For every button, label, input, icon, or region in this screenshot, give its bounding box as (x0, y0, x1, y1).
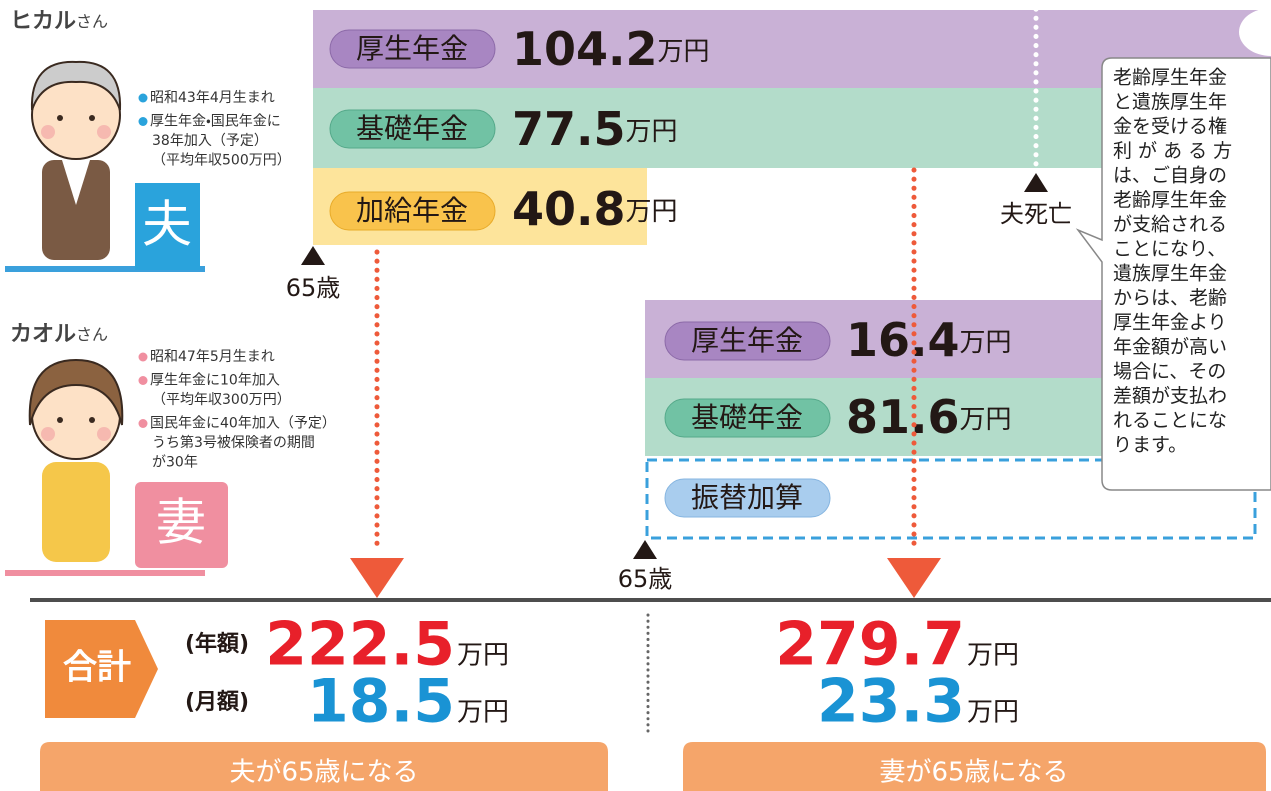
page: {"husband": {"name": "ヒカル", "honorific":… (0, 0, 1271, 791)
marker-label: 65歳 (286, 274, 341, 302)
footer-label: 夫が65歳になる (229, 758, 418, 788)
callout-line: が支給される (1113, 214, 1227, 236)
note-line: 昭和47年5月生まれ (150, 349, 275, 365)
person-name: カオルさん (10, 322, 108, 347)
monthly-label: (月額) (185, 690, 249, 715)
unit: 万円 (967, 641, 1019, 671)
honorific: さん (76, 12, 108, 31)
bullet (139, 376, 148, 385)
note-line: （平均年収300万円） (152, 392, 291, 408)
note-line: が30年 (152, 455, 198, 471)
pill-label: 振替加算 (691, 481, 803, 514)
badge-label: 妻 (156, 494, 206, 552)
value: 40.8 (512, 182, 626, 236)
unit: 万円 (457, 641, 509, 671)
note-line: 38年加入（予定） (152, 133, 268, 149)
marker-label: 夫死亡 (1000, 200, 1072, 228)
note-line: （平均年収500万円） (152, 153, 291, 169)
unit: 万円 (457, 698, 509, 728)
unit: 万円 (658, 37, 710, 67)
note-line: 昭和43年4月生まれ (150, 90, 275, 106)
amount: 40.8万円 (512, 182, 678, 236)
marker (633, 540, 657, 559)
bullet (139, 94, 148, 103)
monthly-value: 18.5 (307, 667, 455, 737)
callout-line: れることにな (1113, 410, 1227, 432)
callout-line: は、ご自身の (1113, 165, 1227, 187)
callout-line: からは、老齢 (1113, 287, 1227, 309)
unit: 万円 (960, 328, 1012, 358)
note-line: 国民年金に40年加入（予定） (150, 416, 336, 432)
callout-line: ことになり、 (1113, 238, 1226, 260)
pill-label: 厚生年金 (356, 32, 468, 65)
bullet (139, 353, 148, 362)
annual-label: (年額) (185, 631, 249, 657)
unit: 万円 (967, 698, 1019, 728)
callout-line: と遺族厚生年 (1113, 91, 1227, 113)
callout-line: 老齢厚生年金 (1113, 67, 1227, 89)
unit: 万円 (626, 117, 678, 147)
bullet (139, 117, 148, 126)
name: ヒカル (10, 9, 76, 34)
value: 16.4 (846, 313, 960, 367)
unit: 万円 (626, 197, 678, 227)
marker (301, 246, 325, 265)
callout-line: 老齢厚生年金 (1113, 189, 1227, 211)
callout-line: 場合に、その (1113, 361, 1226, 383)
monthly-value: 23.3 (817, 667, 965, 737)
bullet (139, 419, 148, 428)
total-label: 合計 (63, 648, 131, 688)
unit: 万円 (960, 405, 1012, 435)
pill-label: 加給年金 (356, 194, 468, 227)
diagram: 厚生年金 基礎年金 加給年金 104.2万円 77.5万円 40.8万円 夫死亡… (0, 0, 1271, 791)
callout-line: 差額が支払わ (1113, 385, 1227, 407)
badge-label: 夫 (142, 196, 192, 254)
note-line: 厚生年金に10年加入 (150, 373, 280, 389)
value: 104.2 (512, 22, 658, 76)
name: カオル (10, 322, 76, 347)
value: 77.5 (512, 102, 626, 156)
honorific: さん (76, 325, 108, 344)
callout-line: 厚生年金より (1113, 312, 1227, 334)
arrow-head (887, 558, 941, 598)
note-line: 厚生年金・国民年金に (150, 114, 281, 130)
callout-line: 遺族厚生年金 (1113, 263, 1227, 285)
pill-label: 基礎年金 (691, 401, 803, 434)
callout-line: 年金額が高い (1113, 336, 1227, 358)
value: 81.6 (846, 390, 960, 444)
note-line: うち第3号被保険者の期間 (152, 434, 315, 451)
footer-label: 妻が65歳になる (879, 758, 1068, 788)
arrow-head (350, 558, 404, 598)
person-name: ヒカルさん (10, 9, 108, 34)
callout-line: ります。 (1113, 434, 1187, 456)
marker-label: 65歳 (618, 565, 673, 593)
pill-label: 厚生年金 (691, 324, 803, 357)
pill-label: 基礎年金 (356, 112, 468, 145)
callout-line: 利 が あ る 方 (1113, 140, 1232, 162)
callout-line: 金を受ける権 (1113, 116, 1227, 138)
marker (1024, 173, 1048, 192)
